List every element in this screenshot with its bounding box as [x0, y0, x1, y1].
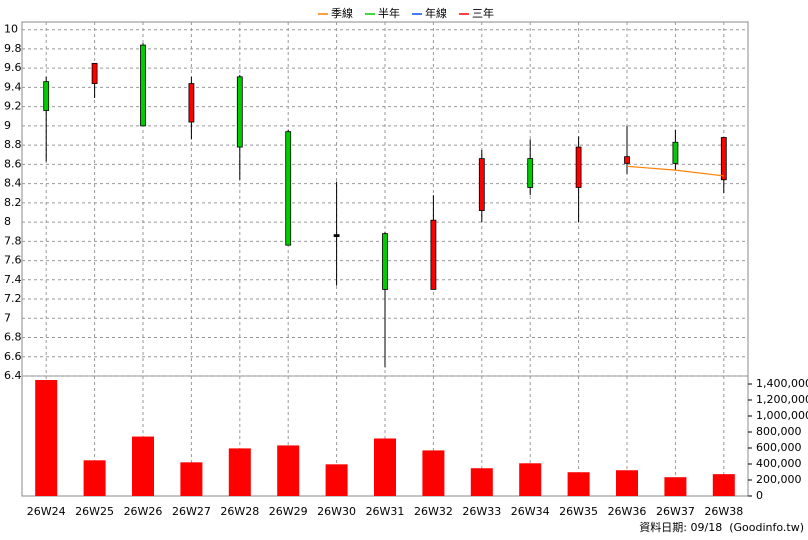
- legend-label: 季線: [331, 6, 353, 20]
- y2-tick-label: 0: [756, 489, 763, 502]
- y-tick-label: 10: [4, 23, 18, 36]
- y-tick-label: 9.4: [4, 80, 22, 93]
- y-tick-label: 8.8: [4, 138, 22, 151]
- volume-bar: [519, 463, 542, 496]
- y2-tick-label: 1,200,000: [756, 393, 808, 406]
- y-tick-label: 9.6: [4, 61, 22, 74]
- volume-bar: [83, 460, 106, 496]
- volume-bar: [470, 468, 493, 496]
- x-tick-label: 26W38: [704, 505, 743, 518]
- y-tick-label: 8: [4, 215, 11, 228]
- legend-label: 三年: [472, 6, 494, 20]
- volume-bar: [616, 470, 638, 496]
- x-tick-label: 26W31: [366, 505, 405, 518]
- x-tick-label: 26W37: [656, 505, 695, 518]
- candle-body: [236, 76, 243, 148]
- x-tick-label: 26W27: [172, 505, 211, 518]
- y-tick-label: 9.2: [4, 100, 22, 113]
- y-tick-label: 7.6: [4, 254, 22, 267]
- y2-tick-label: 1,400,000: [756, 377, 808, 390]
- legend-label: 半年: [378, 6, 400, 20]
- volume-bar: [228, 448, 251, 496]
- volume-bar: [180, 462, 203, 496]
- volume-bar: [422, 450, 445, 496]
- candle-body: [575, 146, 582, 188]
- y-tick-label: 9: [4, 119, 11, 132]
- candle-body: [478, 158, 485, 211]
- candle-body: [430, 219, 437, 290]
- y2-tick-label: 800,000: [756, 425, 802, 438]
- candle-body: [140, 44, 146, 127]
- y-tick-label: 7.8: [4, 234, 22, 247]
- y-tick-label: 6.4: [4, 369, 22, 382]
- candle-body: [333, 234, 340, 237]
- volume-bar: [325, 464, 348, 496]
- x-tick-label: 26W32: [414, 505, 453, 518]
- volume-bar: [664, 477, 687, 496]
- y-tick-label: 8.6: [4, 157, 22, 170]
- y2-tick-label: 1,000,000: [756, 409, 808, 422]
- candle-body: [527, 158, 534, 188]
- x-tick-label: 26W24: [27, 505, 66, 518]
- ma-line: [626, 165, 724, 177]
- volume-bar: [567, 472, 590, 496]
- candle-body: [624, 156, 630, 164]
- y-tick-label: 8.2: [4, 196, 22, 209]
- x-tick-label: 26W28: [220, 505, 259, 518]
- candle-body: [672, 141, 679, 164]
- y2-tick-label: 400,000: [756, 457, 802, 470]
- x-tick-label: 26W25: [75, 505, 114, 518]
- y2-tick-label: 200,000: [756, 473, 802, 486]
- x-tick-label: 26W35: [559, 505, 598, 518]
- candle-body: [382, 233, 388, 290]
- volume-bar: [277, 445, 300, 496]
- x-tick-label: 26W30: [317, 505, 356, 518]
- y-tick-label: 7.2: [4, 292, 22, 305]
- x-tick-label: 26W36: [608, 505, 647, 518]
- candle-body: [43, 81, 50, 111]
- y-tick-label: 6.8: [4, 331, 22, 344]
- legend-label: 年線: [425, 6, 447, 20]
- x-tick-label: 26W29: [269, 505, 308, 518]
- volume-bar: [35, 380, 58, 496]
- volume-bar: [712, 474, 735, 496]
- volume-bar: [374, 438, 396, 496]
- y-tick-label: 6.6: [4, 350, 22, 363]
- y-tick-label: 7: [4, 311, 11, 324]
- candle-body: [285, 131, 292, 246]
- candle-body: [720, 137, 727, 181]
- y-tick-label: 9.8: [4, 42, 22, 55]
- y-tick-label: 8.4: [4, 177, 22, 190]
- candle-body: [188, 83, 195, 123]
- footer: 資料日期: 09/18 (Goodinfo.tw): [639, 520, 804, 534]
- x-tick-label: 26W33: [462, 505, 501, 518]
- y-tick-label: 7.4: [4, 273, 22, 286]
- volume-bar: [132, 436, 154, 496]
- x-tick-label: 26W34: [511, 505, 550, 518]
- x-tick-label: 26W26: [124, 505, 163, 518]
- y2-tick-label: 600,000: [756, 441, 802, 454]
- candle-body: [91, 62, 98, 84]
